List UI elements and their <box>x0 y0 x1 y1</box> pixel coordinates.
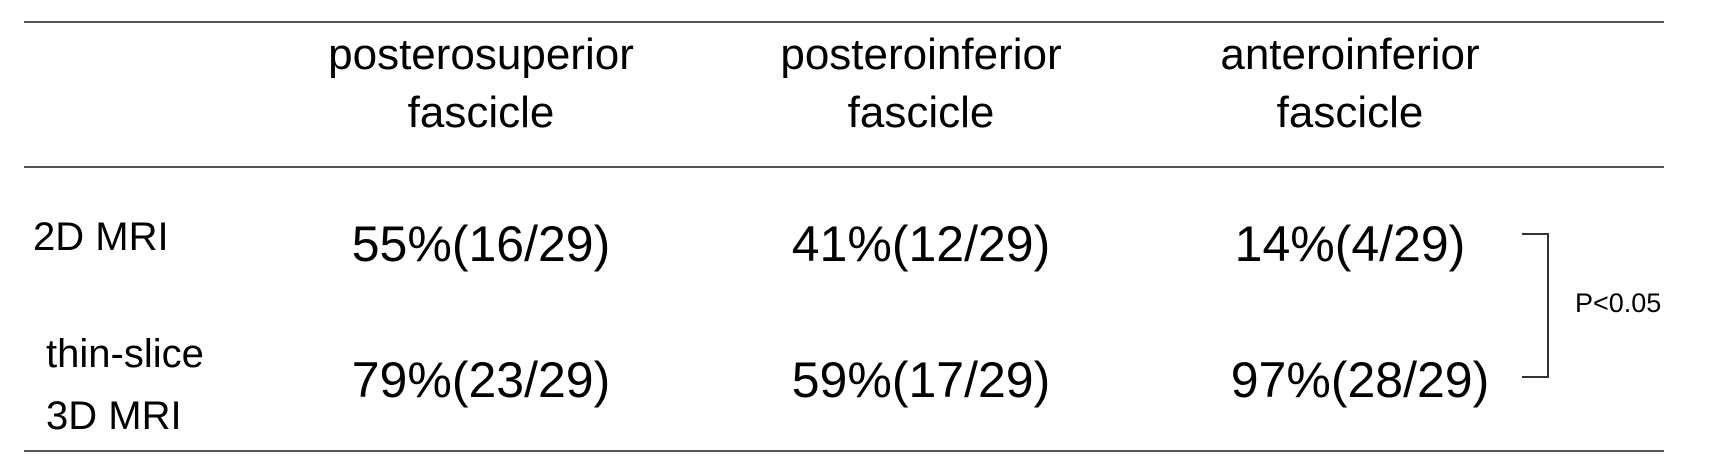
top-rule <box>24 21 1664 23</box>
row-label-3d-mri: thin-slice 3D MRI <box>46 323 204 447</box>
cell-3d-posterosuperior: 79%(23/29) <box>351 352 611 408</box>
header-rule <box>24 166 1664 168</box>
p-value-label: P<0.05 <box>1575 288 1662 318</box>
row-label-line: 2D MRI <box>33 215 169 259</box>
cell-3d-anteroinferior: 97%(28/29) <box>1230 352 1490 408</box>
bottom-rule <box>24 450 1664 452</box>
header-line: fascicle <box>847 88 995 137</box>
cell-3d-posteroinferior: 59%(17/29) <box>791 352 1051 408</box>
cell-2d-posterosuperior: 55%(16/29) <box>351 216 611 272</box>
bracket-top <box>1522 233 1549 235</box>
cell-2d-posteroinferior: 41%(12/29) <box>791 216 1051 272</box>
column-header-posteroinferior: posteroinferior fascicle <box>711 26 1131 142</box>
row-label-2d-mri: 2D MRI <box>33 206 169 268</box>
bracket-bottom <box>1522 376 1549 378</box>
header-line: posteroinferior <box>780 30 1062 79</box>
header-line: fascicle <box>407 88 555 137</box>
column-header-anteroinferior: anteroinferior fascicle <box>1140 26 1560 142</box>
cell-2d-anteroinferior: 14%(4/29) <box>1234 216 1466 272</box>
header-line: anteroinferior <box>1220 30 1480 79</box>
header-line: fascicle <box>1276 88 1424 137</box>
row-label-line: thin-slice <box>46 332 204 376</box>
row-label-line: 3D MRI <box>46 394 182 438</box>
column-header-posterosuperior: posterosuperior fascicle <box>271 26 691 142</box>
bracket-vertical <box>1547 233 1549 378</box>
header-line: posterosuperior <box>328 30 634 79</box>
